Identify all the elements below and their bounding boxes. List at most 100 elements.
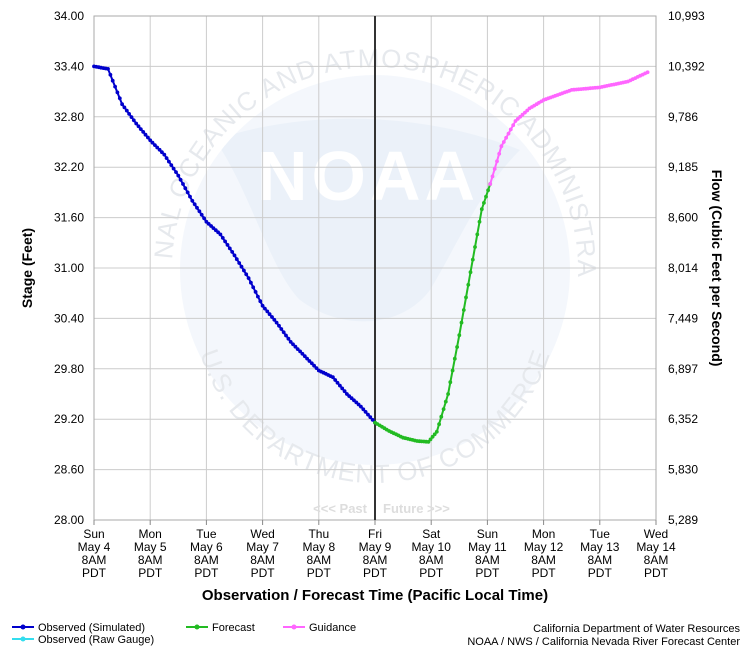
series-point-observed-simulated	[312, 363, 316, 368]
series-point-observed-simulated	[363, 410, 368, 414]
series-point-observed-simulated	[361, 407, 366, 412]
series-point-observed-simulated	[223, 239, 228, 244]
series-point-forecast	[450, 368, 455, 373]
series-point-observed-simulated	[368, 415, 373, 420]
x-tick-time: 8AM	[531, 553, 556, 567]
series-point-observed-simulated	[134, 121, 139, 126]
legend: Observed (Simulated)Observed (Raw Gauge)…	[12, 622, 356, 646]
series-point-guidance	[488, 182, 493, 186]
x-tick-tz: PDT	[363, 566, 388, 580]
series-point-observed-simulated	[232, 253, 237, 258]
series-point-observed-simulated	[258, 299, 263, 304]
series-point-observed-simulated	[148, 138, 153, 143]
series-point-forecast	[468, 270, 473, 275]
series-point-observed-simulated	[291, 342, 295, 347]
series-point-forecast	[426, 440, 431, 444]
series-point-guidance	[497, 151, 502, 156]
x-tick-tz: PDT	[82, 566, 107, 580]
x-tick-date: May 5	[134, 540, 167, 554]
series-point-forecast	[482, 201, 486, 205]
series-point-observed-simulated	[284, 333, 288, 338]
x-tick-day: Wed	[644, 527, 668, 541]
series-point-observed-simulated	[274, 320, 279, 325]
series-point-forecast	[448, 380, 453, 385]
x-tick-time: 8AM	[194, 553, 219, 567]
series-point-observed-simulated	[218, 232, 223, 237]
series-point-observed-simulated	[124, 108, 129, 113]
series-point-forecast	[432, 432, 437, 437]
series-point-forecast	[466, 282, 471, 287]
y-tick-label: 33.40	[54, 59, 84, 73]
series-point-observed-simulated	[220, 236, 225, 240]
x-tick-day: Fri	[368, 527, 382, 541]
y-tick-label: 29.20	[54, 412, 84, 426]
series-point-observed-simulated	[108, 72, 113, 77]
x-tick-date: May 8	[302, 540, 335, 554]
series-point-forecast	[446, 392, 450, 396]
series-point-observed-simulated	[136, 124, 141, 129]
series-point-observed-simulated	[370, 418, 375, 422]
series-point-forecast	[443, 399, 448, 404]
series-point-observed-simulated	[115, 90, 120, 95]
series-point-observed-simulated	[146, 135, 150, 140]
x-tick-day: Mon	[139, 527, 162, 541]
x-tick-label: Tue May 6 8AM PDT	[190, 527, 223, 580]
series-point-observed-simulated	[138, 127, 143, 131]
series-point-forecast	[459, 320, 464, 325]
y2-tick-label: 5,830	[668, 463, 698, 477]
series-point-observed-simulated	[286, 336, 291, 341]
x-tick-date: May 13	[580, 540, 620, 554]
x-tick-label: Wed May 7 8AM PDT	[246, 527, 279, 580]
series-point-observed-simulated	[246, 276, 251, 280]
series-point-observed-simulated	[190, 198, 195, 203]
series-point-observed-simulated	[188, 194, 192, 199]
series-point-guidance	[492, 167, 497, 171]
series-point-observed-simulated	[295, 347, 300, 351]
series-point-observed-simulated	[120, 102, 124, 107]
series-point-observed-simulated	[338, 383, 342, 388]
series-point-observed-simulated	[117, 96, 122, 101]
x-tick-label: Sun May 4 8AM PDT	[78, 527, 111, 580]
x-tick-date: May 14	[636, 540, 676, 554]
y-tick-label: 31.00	[54, 261, 84, 275]
series-point-guidance	[506, 131, 511, 136]
series-point-observed-simulated	[307, 359, 312, 363]
series-point-observed-simulated	[279, 327, 284, 331]
y-tick-label: 34.00	[54, 9, 84, 23]
x-tick-day: Thu	[308, 527, 329, 541]
series-point-forecast	[461, 308, 466, 312]
x-tick-time: 8AM	[644, 553, 669, 567]
series-point-observed-simulated	[309, 361, 314, 366]
series-point-observed-simulated	[178, 177, 183, 182]
x-tick-time: 8AM	[475, 553, 500, 567]
x-tick-tz: PDT	[588, 566, 613, 580]
y-tick-label: 32.80	[54, 110, 84, 124]
future-label: Future >>>	[383, 501, 450, 516]
series-point-forecast	[441, 407, 446, 411]
x-tick-label: Wed May 14 8AM PDT	[636, 527, 676, 580]
series-point-observed-simulated	[237, 261, 242, 265]
series-point-observed-simulated	[225, 243, 230, 247]
series-point-guidance	[495, 159, 499, 164]
series-point-observed-simulated	[192, 202, 197, 207]
series-point-observed-simulated	[157, 147, 162, 152]
legend-label-observed-raw-gauge: Observed (Raw Gauge)	[38, 634, 154, 646]
y-axis-label: Stage (Feet)	[19, 228, 35, 308]
x-tick-time: 8AM	[306, 553, 331, 567]
series-point-observed-simulated	[270, 315, 274, 319]
y2-tick-label: 10,993	[668, 9, 705, 23]
series-point-observed-simulated	[242, 268, 246, 273]
x-tick-time: 8AM	[363, 553, 388, 567]
series-point-observed-simulated	[122, 105, 127, 110]
series-point-forecast	[464, 295, 468, 300]
x-tick-label: Sun May 11 8AM PDT	[468, 527, 507, 580]
legend-label-guidance: Guidance	[309, 622, 356, 634]
legend-marker-guidance	[291, 624, 297, 630]
series-point-forecast	[479, 207, 484, 212]
credit-line-2: NOAA / NWS / California Nevada River For…	[467, 636, 740, 648]
y-axis-left: 34.00 33.40 32.80 32.20 31.60 31.00 30.40 29.80…	[54, 9, 84, 527]
series-point-observed-simulated	[298, 349, 302, 354]
series-point-observed-simulated	[239, 264, 244, 269]
x-tick-time: 8AM	[250, 553, 275, 567]
